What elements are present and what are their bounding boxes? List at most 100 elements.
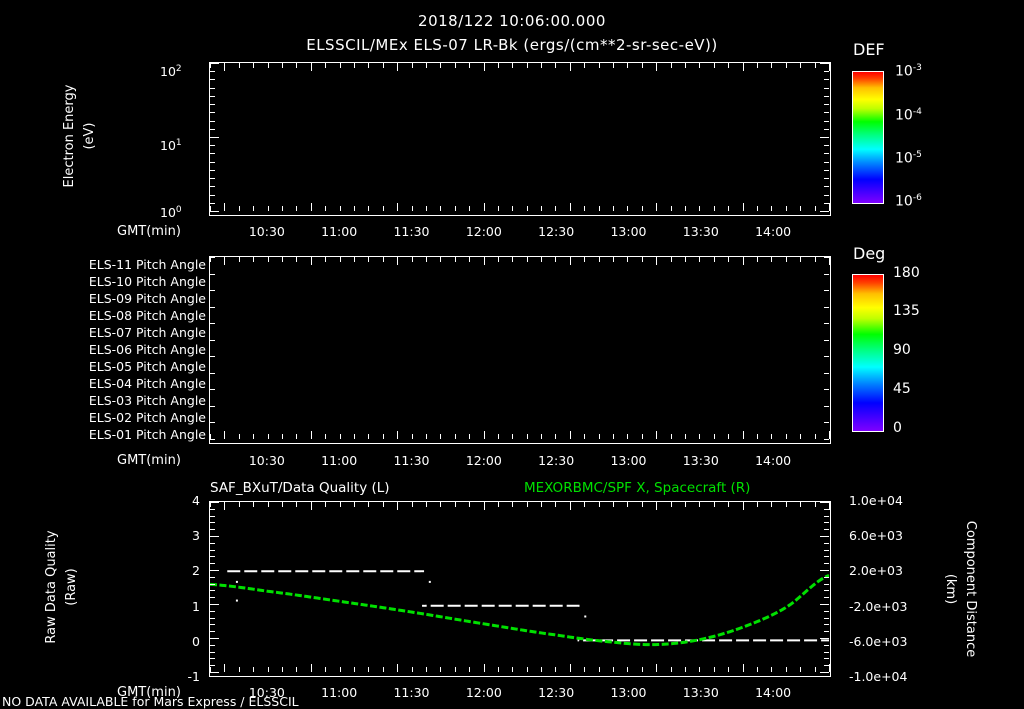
cb-mantissa: 10 bbox=[895, 63, 913, 80]
axis-tick bbox=[824, 323, 829, 325]
axis-tick bbox=[425, 667, 427, 672]
data-quality-ytick-left: -1 bbox=[187, 669, 200, 684]
axis-tick bbox=[824, 145, 829, 147]
data-quality-marker-dot bbox=[235, 580, 238, 583]
axis-tick bbox=[210, 169, 215, 171]
axis-tick bbox=[584, 434, 586, 439]
axis-tick bbox=[497, 206, 499, 211]
axis-tick bbox=[210, 79, 215, 81]
axis-tick bbox=[824, 610, 829, 612]
colorbar-deg-gradient[interactable] bbox=[852, 274, 884, 432]
axis-tick bbox=[824, 651, 829, 653]
xaxis-tick-label: 12:00 bbox=[465, 685, 502, 700]
axis-tick bbox=[824, 120, 829, 122]
colorbar-def-gradient[interactable] bbox=[852, 71, 884, 204]
axis-tick bbox=[440, 206, 442, 211]
axis-tick bbox=[824, 658, 829, 660]
xaxis-tick-label: 12:30 bbox=[538, 224, 575, 239]
cb-exponent: -3 bbox=[912, 63, 922, 73]
axis-tick bbox=[440, 257, 442, 262]
axis-tick bbox=[800, 667, 802, 672]
axis-tick bbox=[713, 206, 715, 211]
axis-tick bbox=[613, 502, 615, 507]
axis-tick bbox=[685, 434, 687, 439]
axis-tick bbox=[281, 257, 283, 262]
axis-tick bbox=[210, 95, 215, 97]
axis-tick bbox=[210, 439, 215, 440]
axis-tick bbox=[584, 667, 586, 672]
axis-tick bbox=[238, 63, 240, 68]
panel-pitch-angle-xlabel: GMT(min) bbox=[117, 453, 181, 468]
axis-tick bbox=[425, 502, 427, 507]
axis-tick bbox=[824, 273, 829, 275]
axis-tick bbox=[224, 257, 226, 265]
axis-tick bbox=[368, 257, 370, 262]
axis-tick bbox=[713, 502, 715, 507]
axis-tick bbox=[824, 583, 829, 585]
axis-tick bbox=[210, 405, 215, 407]
axis-tick bbox=[267, 502, 269, 507]
axis-tick bbox=[526, 502, 528, 507]
axis-tick bbox=[785, 667, 787, 672]
axis-tick bbox=[296, 667, 298, 672]
axis-tick bbox=[238, 502, 240, 507]
axis-tick bbox=[425, 257, 427, 262]
axis-tick bbox=[771, 502, 773, 507]
axis-tick bbox=[824, 389, 829, 391]
axis-tick bbox=[411, 257, 413, 262]
axis-tick bbox=[454, 502, 456, 507]
axis-tick bbox=[483, 664, 485, 672]
axis-tick bbox=[598, 667, 600, 672]
pitch-angle-row-label: ELS-05 Pitch Angle bbox=[88, 359, 206, 375]
axis-tick bbox=[512, 257, 514, 262]
axis-tick bbox=[267, 667, 269, 672]
axis-tick bbox=[210, 211, 219, 212]
axis-tick bbox=[824, 95, 829, 97]
axis-tick bbox=[210, 186, 215, 188]
panel-pitch-angle-plot-area[interactable] bbox=[209, 256, 831, 444]
axis-tick bbox=[497, 257, 499, 262]
axis-tick bbox=[728, 63, 730, 68]
axis-tick bbox=[497, 502, 499, 507]
panel-electron-energy-plot-area[interactable] bbox=[209, 62, 831, 216]
axis-tick bbox=[339, 63, 341, 68]
axis-tick bbox=[742, 502, 744, 510]
axis-tick bbox=[469, 63, 471, 68]
axis-tick bbox=[742, 203, 744, 211]
axis-tick bbox=[670, 434, 672, 439]
component-distance-ytick-right: -2.0e+03 bbox=[849, 598, 908, 614]
axis-tick bbox=[685, 63, 687, 68]
axis-tick bbox=[210, 658, 215, 660]
component-distance-ytick-right: -1.0e+04 bbox=[849, 669, 908, 684]
axis-tick bbox=[368, 206, 370, 211]
axis-tick bbox=[584, 502, 586, 507]
axis-tick bbox=[685, 502, 687, 507]
axis-tick bbox=[440, 63, 442, 68]
axis-tick bbox=[569, 502, 571, 510]
axis-tick bbox=[210, 178, 215, 180]
axis-tick bbox=[210, 434, 211, 439]
axis-tick bbox=[728, 502, 730, 507]
axis-tick bbox=[785, 63, 787, 68]
axis-tick bbox=[440, 434, 442, 439]
axis-tick bbox=[820, 137, 829, 138]
axis-tick bbox=[824, 542, 829, 544]
axis-tick bbox=[224, 63, 226, 71]
axis-tick bbox=[569, 63, 571, 71]
panel-electron-energy-ytick-1: 100 bbox=[160, 205, 182, 220]
axis-tick bbox=[310, 431, 312, 439]
axis-tick bbox=[785, 434, 787, 439]
axis-tick bbox=[210, 206, 211, 211]
panel-data-quality-plot-area[interactable] bbox=[209, 501, 831, 677]
axis-tick bbox=[824, 79, 829, 81]
footer-no-data-message: NO DATA AVAILABLE for Mars Express / ELS… bbox=[2, 694, 299, 709]
axis-tick bbox=[425, 63, 427, 68]
axis-tick bbox=[526, 206, 528, 211]
xaxis-tick-label: 11:30 bbox=[393, 453, 430, 468]
colorbar-deg-label-0: 0 bbox=[893, 420, 902, 436]
ytick-mantissa: 10 bbox=[160, 64, 176, 80]
axis-tick bbox=[325, 502, 327, 507]
axis-tick bbox=[820, 63, 829, 64]
axis-tick bbox=[699, 63, 701, 68]
axis-tick bbox=[397, 502, 399, 510]
